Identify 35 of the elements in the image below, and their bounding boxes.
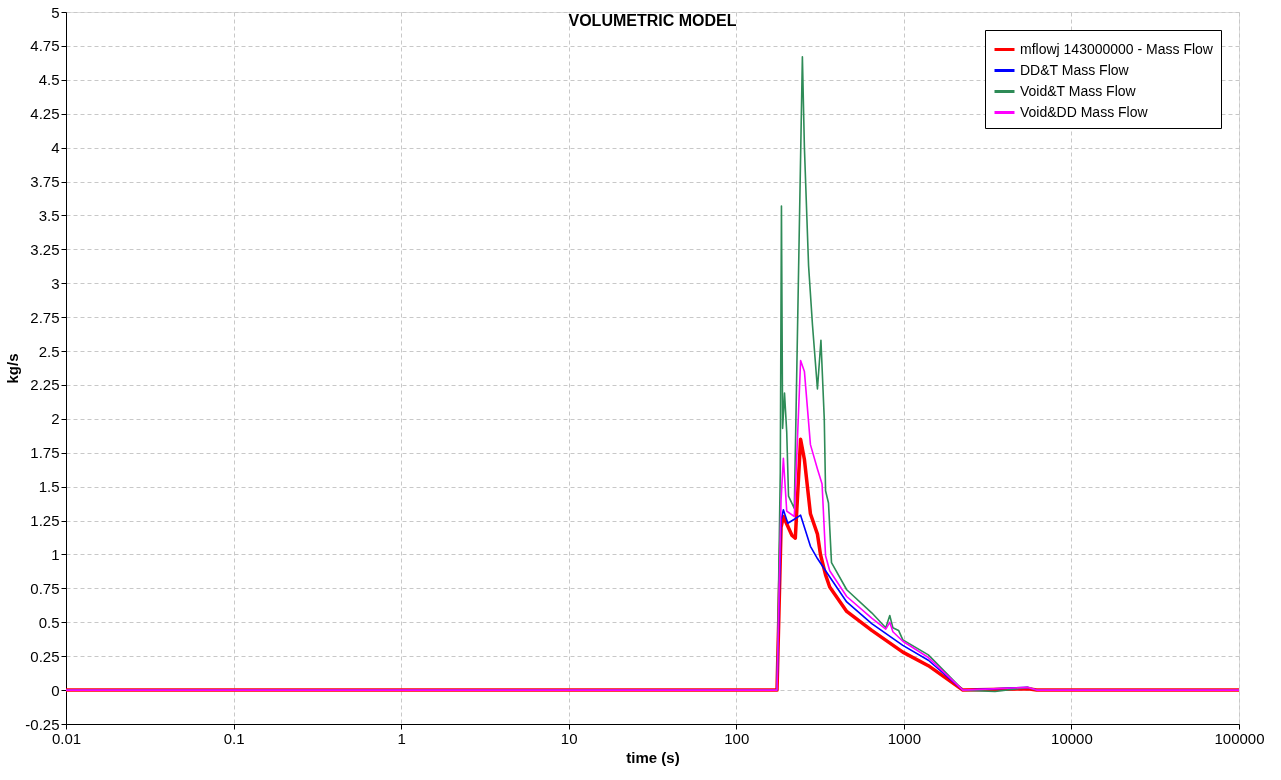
- x-tick-label: 100: [724, 729, 750, 747]
- y-tick-label: 0.5: [38, 613, 60, 631]
- x-tick-label: 10: [560, 729, 578, 747]
- y-tick-label: 2.75: [30, 308, 60, 326]
- legend-label: Void&DD Mass Flow: [1020, 103, 1149, 120]
- legend-label: DD&T Mass Flow: [1020, 61, 1130, 78]
- legend-label: mflowj 143000000 - Mass Flow: [1020, 40, 1214, 57]
- y-tick-label: 3.75: [30, 173, 60, 191]
- y-tick-label: 0.75: [30, 579, 60, 597]
- y-tick-label: 3.5: [38, 206, 60, 224]
- chart-title: VOLUMETRIC MODEL: [568, 12, 737, 29]
- y-tick-label: 1.5: [38, 478, 60, 496]
- y-tick-label: 1: [51, 545, 60, 563]
- y-tick-label: 2: [51, 410, 60, 428]
- x-tick-label: 0.1: [223, 729, 245, 747]
- y-tick-label: 5: [51, 3, 60, 21]
- y-tick-label: 2.5: [38, 342, 60, 360]
- y-tick-label: 0.25: [30, 647, 60, 665]
- x-tick-label: 10000: [1051, 729, 1093, 747]
- y-tick-label: 1.25: [30, 512, 60, 530]
- y-tick-label: 0: [51, 681, 60, 699]
- x-axis-title: time (s): [626, 748, 680, 766]
- x-tick-label: 1000: [887, 729, 922, 747]
- y-tick-label: 2.25: [30, 376, 60, 394]
- legend-label: Void&T Mass Flow: [1020, 82, 1137, 99]
- y-tick-label: 4: [51, 139, 60, 157]
- y-tick-label: 4.25: [30, 105, 60, 123]
- x-tick-label: 1: [397, 729, 406, 747]
- y-tick-label: 3.25: [30, 240, 60, 258]
- x-tick-label: 100000: [1214, 729, 1265, 747]
- y-tick-label: 3: [51, 274, 60, 292]
- y-tick-label: 1.75: [30, 444, 60, 462]
- y-tick-label: 4.5: [38, 71, 60, 89]
- y-axis-title: kg/s: [4, 353, 22, 384]
- y-tick-label: 4.75: [30, 37, 60, 55]
